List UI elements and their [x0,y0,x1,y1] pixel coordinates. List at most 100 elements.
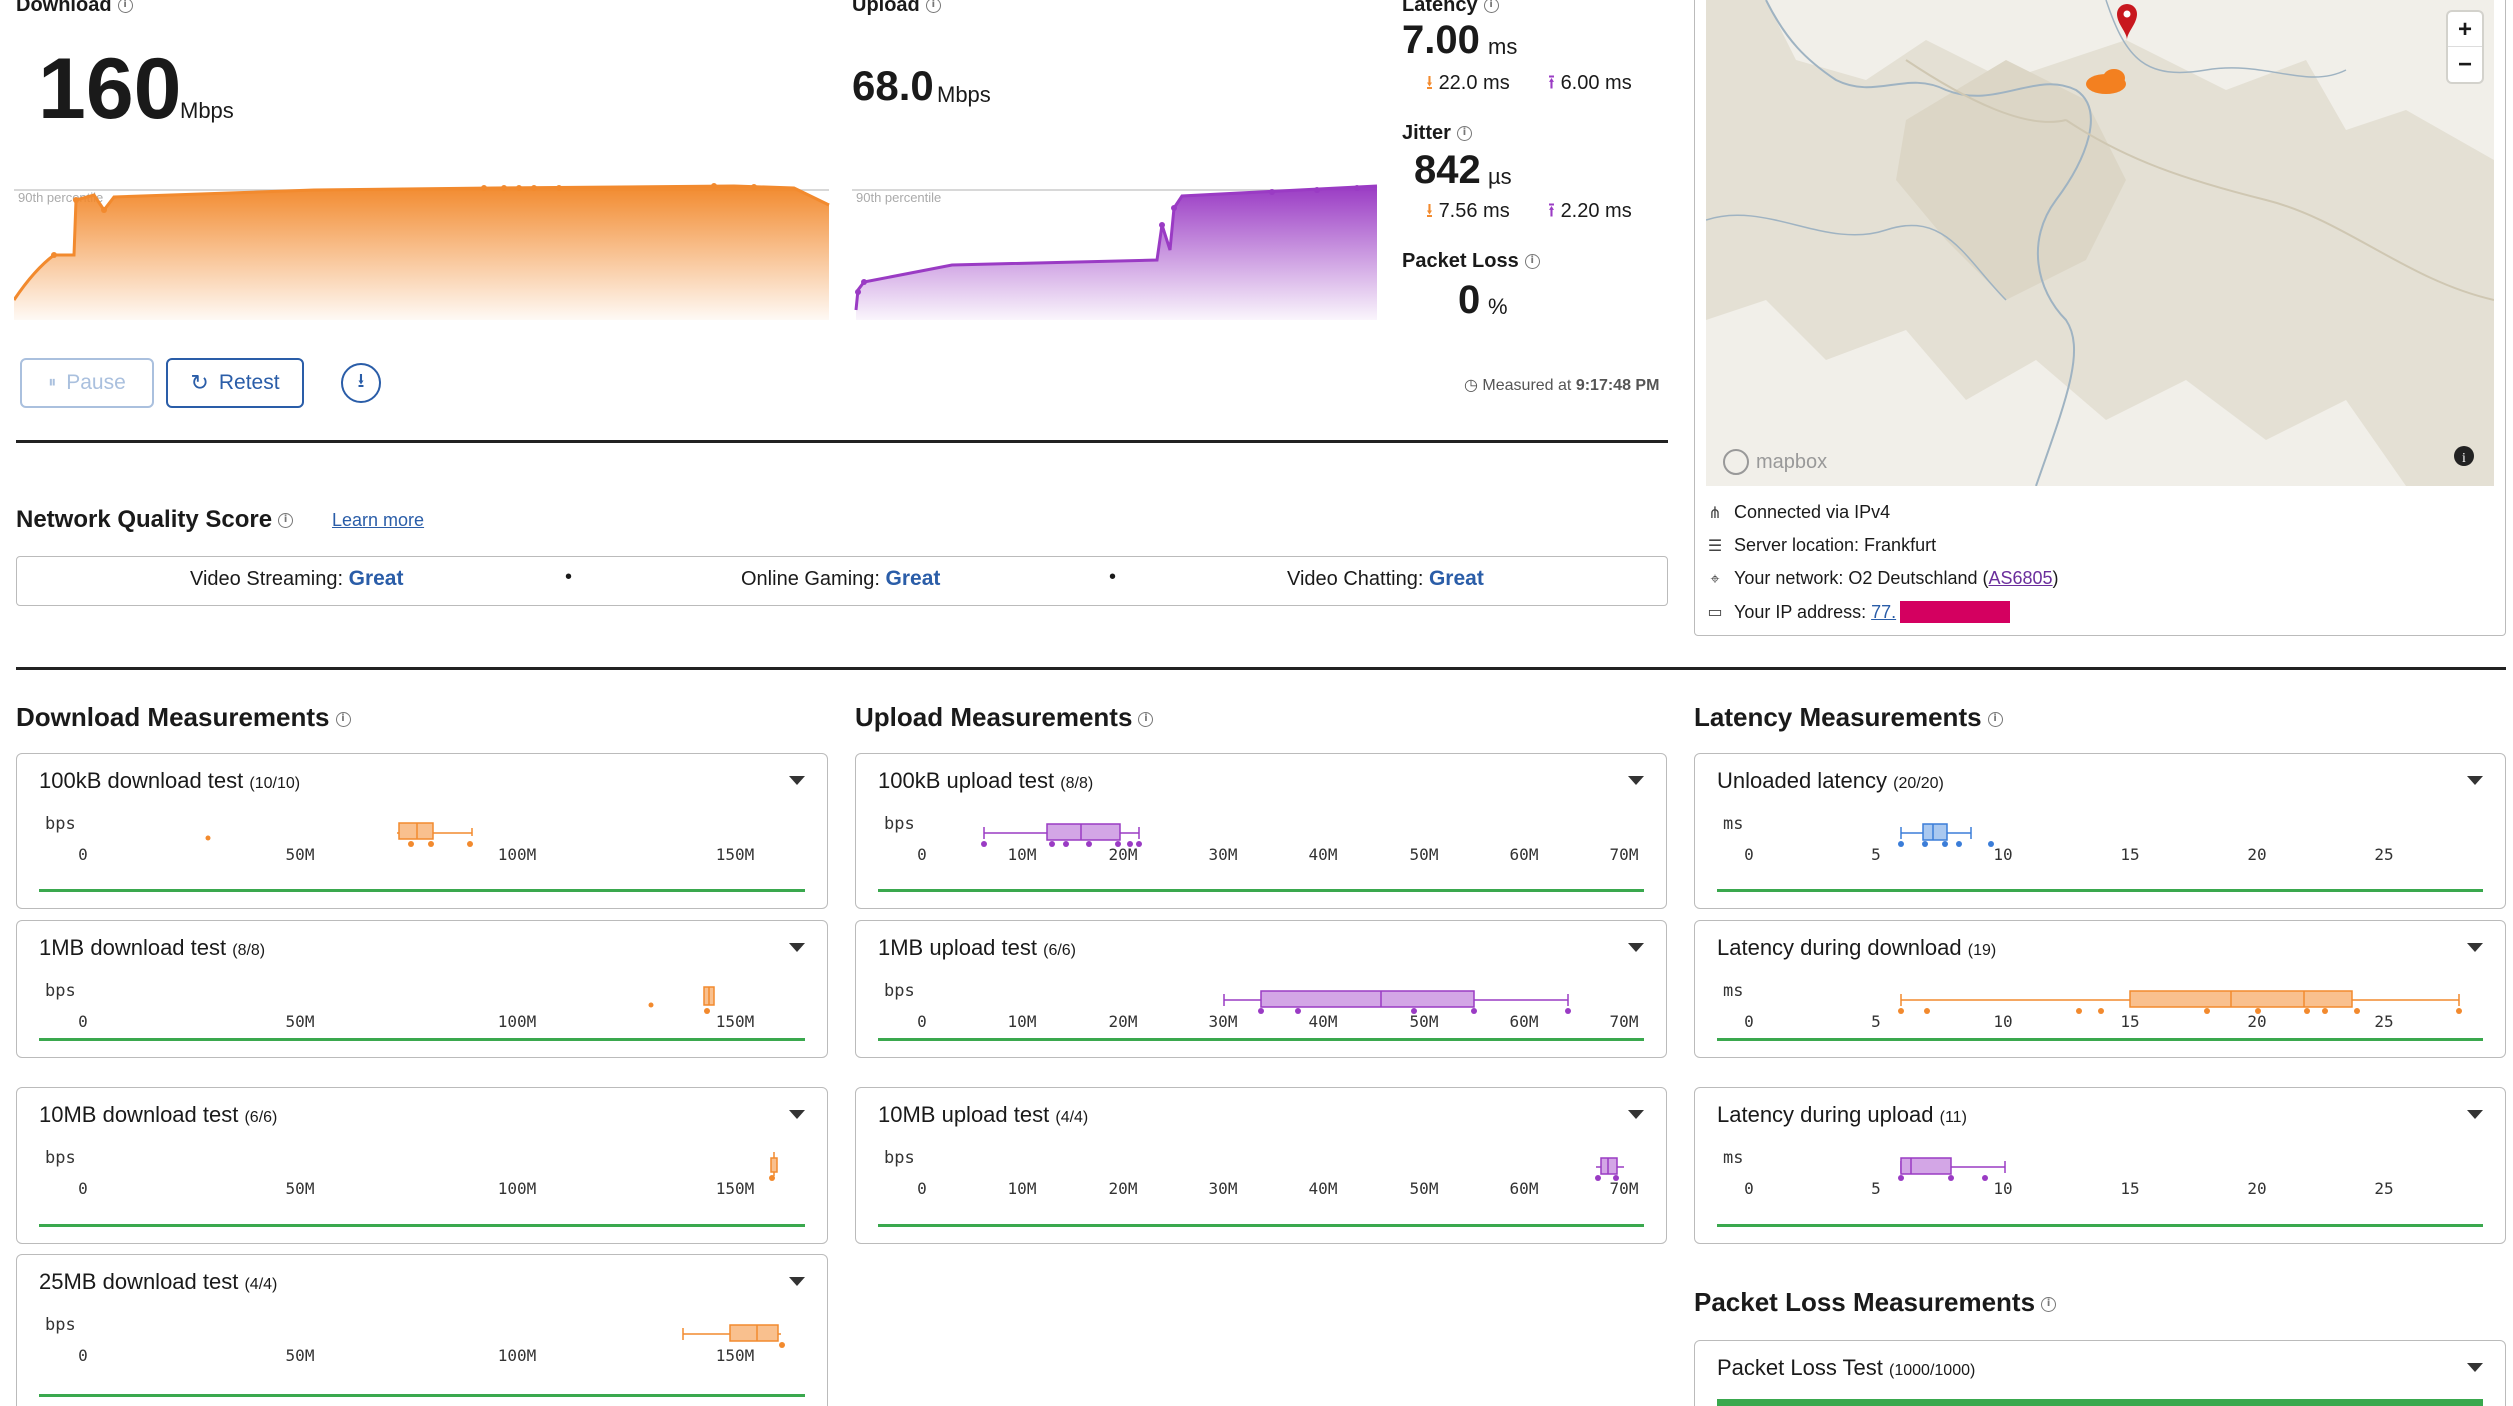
card-ul-10mb[interactable]: 10MB upload test (4/4) bps 0 10M 20M 30M 40M… [855,1087,1667,1244]
upload-unit: Mbps [937,82,991,107]
jitter-label: Jitter i [1402,122,1472,145]
card-dl-100kb[interactable]: 100kB download test (10/10) bps 0 50M 100M… [16,753,828,909]
info-icon[interactable]: i [117,0,133,14]
card-ul-100kb[interactable]: 100kB upload test (8/8) bps 0 10M 20M 30M 40… [855,753,1667,909]
latency-unit: ms [1488,34,1518,59]
latency-up: ⭱ 6.00 ms [1548,72,1632,94]
info-icon[interactable]: i [335,711,351,727]
info-icon[interactable]: i [925,0,941,14]
card-dl-25mb[interactable]: 25MB download test (4/4) bps 0 50M 100M 150… [16,1254,828,1406]
info-icon[interactable]: i [1138,711,1154,727]
chevron-down-icon[interactable] [1628,943,1644,952]
chevron-down-icon[interactable] [789,776,805,785]
nqs-video-streaming: Video Streaming: Great [190,567,404,590]
nqs-box [16,556,1668,606]
info-icon[interactable]: i [2041,1296,2057,1312]
latency-down: ⭳ 22.0 ms [1426,72,1510,94]
box-plot [1898,990,2462,1014]
separator-dot: • [1109,566,1117,588]
upload-label: Upload i [852,0,941,17]
divider [16,440,1668,443]
chevron-down-icon[interactable] [1628,1110,1644,1119]
server-location: ☰ Server location: Frankfurt [1707,535,1937,555]
box-plot [769,1152,778,1181]
retest-button[interactable]: ↻ Retest [166,358,304,408]
info-icon[interactable]: i [1456,126,1472,142]
chevron-down-icon[interactable] [789,943,805,952]
box-plot [1595,1157,1624,1181]
nqs-title: Network Quality Score i [16,506,294,534]
download-value: 160 [38,41,182,137]
latency-value: 7.00 [1402,18,1480,62]
chevron-down-icon[interactable] [2467,776,2483,785]
latency-label: Latency i [1402,0,1499,17]
learn-more-link[interactable]: Learn more [332,510,425,530]
zoom-out-button[interactable]: − [2457,51,2472,78]
pause-button[interactable]: ⏸ Pause [20,358,154,408]
info-icon[interactable]: i [278,513,294,529]
info-icon[interactable]: i [1483,0,1499,14]
ip-link[interactable]: 77. [1871,601,1897,622]
card-dl-1mb[interactable]: 1MB download test (8/8) bps 0 50M 100M 150M [16,920,828,1058]
chevron-down-icon[interactable] [1628,776,1644,785]
card-dl-10mb[interactable]: 10MB download test (6/6) bps 0 50M 100M 150… [16,1087,828,1244]
box-plot [205,822,473,847]
card-latency-unloaded[interactable]: Unloaded latency (20/20) ms 0 5 10 15 20 25 [1694,753,2506,909]
packet-loss-measurements-title: Packet Loss Measurements i [1694,1287,2057,1318]
box-plot [648,986,715,1014]
divider [16,667,2506,670]
chevron-down-icon[interactable] [2467,1110,2483,1119]
upload-chart: 90th percentile [852,184,1378,320]
download-results-button[interactable]: ⭳ [341,363,381,403]
jitter-down: ⭳ 7.56 ms [1426,200,1510,222]
upload-arrow-icon: ⭱ [1548,72,1555,94]
download-arrow-icon: ⭳ [1426,72,1433,94]
upload-percentile-label: 90th percentile [856,190,941,205]
nqs-video-chatting: Video Chatting: Great [1287,567,1484,590]
map[interactable]: mapbox i [1706,0,2494,486]
box-plot [682,1324,785,1348]
info-icon[interactable]: i [1524,254,1540,270]
chevron-down-icon[interactable] [2467,1363,2483,1372]
refresh-icon: ↻ [190,370,209,395]
separator-dot: • [565,566,573,588]
pause-icon: ⏸ [48,374,57,391]
box-plot [981,823,1142,847]
download-unit: Mbps [180,98,234,123]
chevron-down-icon[interactable] [789,1277,805,1286]
jitter-up: ⭱ 2.20 ms [1548,200,1632,222]
packet-loss-bar [1717,1399,2483,1406]
ip-redaction [1900,601,2011,623]
download-measurements-title: Download Measurements i [16,702,351,733]
download-label: Download i [16,0,133,17]
download-chart: 90th percentile [14,183,830,320]
card-ul-1mb[interactable]: 1MB upload test (6/6) bps 0 10M 20M 30M 40M 5… [855,920,1667,1058]
chevron-down-icon[interactable] [2467,943,2483,952]
box-plot [1898,1157,2006,1181]
packet-loss-label: Packet Loss i [1402,250,1540,273]
card-latency-during-download[interactable]: Latency during download (19) ms 0 5 10 15 20… [1694,920,2506,1058]
map-zoom-control [2448,12,2482,82]
network-icon: ⋔ [1708,502,1722,522]
server-icon: ☰ [1707,535,1723,555]
chevron-down-icon[interactable] [789,1110,805,1119]
your-network: ⌖ Your network: O2 Deutschland (AS6805) [1706,568,2058,589]
ip-address: ▭ Your IP address: 77. [1706,601,2011,623]
packet-loss-value: 0 [1458,278,1481,322]
info-icon[interactable]: i [1987,711,2003,727]
upload-value: 68.0 [852,62,934,109]
measured-at: ◷ Measured at 9:17:48 PM [1464,377,1660,394]
download-arrow-icon: ⭳ [1426,200,1433,222]
card-packet-loss[interactable]: Packet Loss Test (1000/1000) [1694,1340,2506,1406]
location-icon: ⌖ [1710,568,1720,588]
asn-link[interactable]: AS6805 [1988,568,2053,588]
clock-icon: ◷ [1464,377,1478,394]
map-panel [1694,0,2506,636]
box-plot [1898,823,1994,847]
mapbox-logo: mapbox [1756,451,1827,473]
card-latency-during-upload[interactable]: Latency during upload (11) ms 0 5 10 15 20 25 [1694,1087,2506,1244]
box-plot [1223,990,1571,1014]
connection-type: ⋔ Connected via IPv4 [1706,502,1890,523]
zoom-in-button[interactable]: + [2448,12,2482,47]
jitter-unit: µs [1488,164,1512,189]
